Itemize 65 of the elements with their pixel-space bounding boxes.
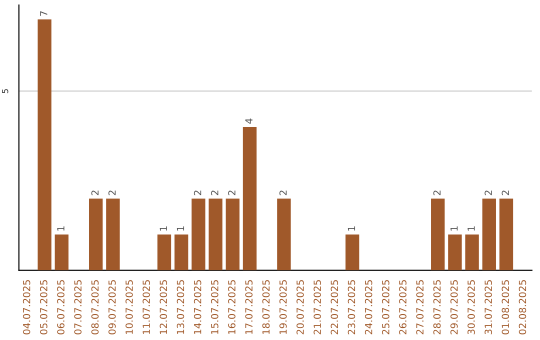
x-tick-label: 22.07.2025 xyxy=(330,280,338,334)
bar xyxy=(346,234,360,270)
bar xyxy=(499,198,514,270)
bar xyxy=(465,234,479,270)
x-tick-label: 31.07.2025 xyxy=(484,280,492,334)
x-tick-label: 02.08.2025 xyxy=(518,280,526,334)
bar xyxy=(174,234,188,270)
data-label: 4 xyxy=(245,118,252,124)
x-tick-label: 14.07.2025 xyxy=(194,280,202,334)
x-tick-label: 29.07.2025 xyxy=(450,280,458,334)
bar xyxy=(38,19,52,270)
x-tick-label: 28.07.2025 xyxy=(433,280,441,334)
data-label: 2 xyxy=(194,190,202,196)
data-label: 2 xyxy=(91,190,99,196)
bar xyxy=(226,198,240,270)
bar xyxy=(208,198,222,270)
x-tick-label: 26.07.2025 xyxy=(399,280,406,334)
x-tick-label: 20.07.2025 xyxy=(296,280,304,334)
bar xyxy=(448,234,462,270)
data-label: 2 xyxy=(108,190,116,196)
x-tick-label: 25.07.2025 xyxy=(382,280,390,334)
data-label: 1 xyxy=(57,226,64,231)
bar xyxy=(192,198,206,270)
x-tick-label: 23.07.2025 xyxy=(348,280,356,334)
x-tick-label: 12.07.2025 xyxy=(160,280,168,334)
bar xyxy=(54,234,68,270)
bar xyxy=(157,234,172,270)
data-label: 1 xyxy=(176,226,184,231)
x-tick-label: 13.07.2025 xyxy=(176,280,184,334)
x-tick-label: 07.07.2025 xyxy=(74,280,82,334)
y-tick-label: 5 xyxy=(2,89,8,94)
x-tick-label: 24.07.2025 xyxy=(364,280,372,334)
x-tick-label: 21.07.2025 xyxy=(314,280,321,334)
bar xyxy=(431,198,445,270)
x-tick-label: 06.07.2025 xyxy=(57,280,64,334)
x-tick-label: 10.07.2025 xyxy=(126,280,133,334)
bar xyxy=(277,198,291,270)
bar xyxy=(89,198,103,270)
data-label: 2 xyxy=(484,190,492,196)
x-tick-label: 04.07.2025 xyxy=(22,280,30,334)
data-label: 2 xyxy=(211,190,218,196)
data-label: 2 xyxy=(279,190,287,196)
data-label: 1 xyxy=(160,226,167,231)
bar xyxy=(482,198,496,270)
data-label: 7 xyxy=(40,11,48,16)
x-tick-label: 27.07.2025 xyxy=(416,280,424,334)
data-label: 2 xyxy=(433,190,441,196)
x-tick-label: 09.07.2025 xyxy=(108,280,116,334)
x-tick-label: 19.07.2025 xyxy=(279,280,287,334)
x-tick-label: 05.07.2025 xyxy=(40,280,48,334)
x-tick-label: 01.08.2025 xyxy=(502,280,510,334)
data-label: 1 xyxy=(468,226,475,231)
data-label: 2 xyxy=(228,190,236,196)
x-tick-label: 30.07.2025 xyxy=(468,280,475,334)
x-tick-label: 11.07.2025 xyxy=(142,280,150,334)
bar xyxy=(106,198,120,270)
data-label: 1 xyxy=(348,226,356,231)
x-tick-label: 15.07.2025 xyxy=(211,280,218,334)
x-tick-label: 17.07.2025 xyxy=(245,280,253,334)
bar xyxy=(242,126,257,270)
x-tick-label: 16.07.2025 xyxy=(228,280,236,334)
data-label: 2 xyxy=(502,190,509,196)
x-tick-label: 08.07.2025 xyxy=(91,280,99,334)
data-label: 1 xyxy=(450,226,458,231)
x-tick-label: 18.07.2025 xyxy=(262,280,270,334)
